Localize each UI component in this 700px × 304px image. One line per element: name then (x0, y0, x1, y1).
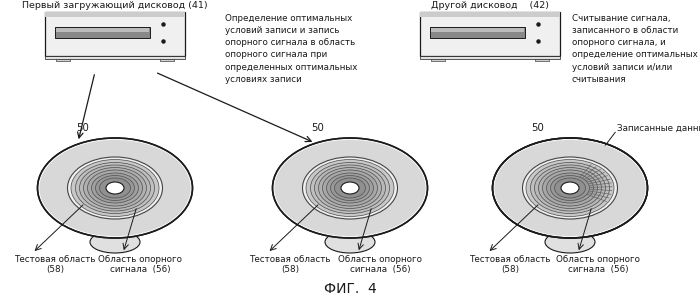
Text: Первый загружающий дисковод (41): Первый загружающий дисковод (41) (22, 1, 208, 10)
Bar (55, 27, 150, 38)
Bar (430, 27, 525, 38)
Text: Считывание сигнала,
записанного в области
опорного сигнала, и
определение оптима: Считывание сигнала, записанного в област… (572, 14, 698, 84)
Ellipse shape (83, 168, 146, 209)
Bar (56, 59, 70, 61)
Bar (45, 12, 185, 56)
Ellipse shape (561, 182, 579, 194)
Ellipse shape (67, 157, 162, 219)
Ellipse shape (545, 231, 595, 253)
Text: Тестовая область
(58): Тестовая область (58) (249, 255, 330, 275)
Text: Область опорного
сигнала  (56): Область опорного сигнала (56) (98, 255, 182, 275)
Ellipse shape (106, 182, 124, 194)
Ellipse shape (542, 170, 598, 206)
Ellipse shape (39, 140, 190, 236)
Bar (430, 28, 524, 32)
Bar (160, 59, 174, 61)
Bar (56, 28, 149, 32)
Ellipse shape (493, 138, 648, 238)
Ellipse shape (335, 178, 365, 198)
Bar (420, 12, 560, 17)
Ellipse shape (272, 138, 428, 238)
Ellipse shape (323, 170, 377, 206)
Ellipse shape (326, 173, 374, 203)
Ellipse shape (314, 165, 386, 211)
Ellipse shape (92, 173, 139, 203)
Ellipse shape (302, 157, 398, 219)
Bar (45, 12, 185, 17)
Text: Записанные данные: Записанные данные (617, 123, 700, 133)
Ellipse shape (330, 175, 370, 201)
Ellipse shape (531, 163, 610, 213)
Ellipse shape (535, 165, 606, 211)
Text: 50: 50 (76, 123, 90, 133)
Ellipse shape (538, 168, 601, 209)
Text: Область опорного
сигнала  (56): Область опорного сигнала (56) (556, 255, 640, 275)
Ellipse shape (306, 160, 394, 216)
Ellipse shape (311, 163, 389, 213)
Text: Определение оптимальных
условий записи и запись
опорного сигнала в область
опорн: Определение оптимальных условий записи и… (225, 14, 358, 84)
Ellipse shape (76, 163, 155, 213)
Bar (420, 56, 560, 59)
Ellipse shape (99, 178, 130, 198)
Ellipse shape (80, 165, 150, 211)
Text: 50: 50 (531, 123, 545, 133)
Text: Область опорного
сигнала  (56): Область опорного сигнала (56) (338, 255, 422, 275)
Bar (431, 59, 445, 61)
Ellipse shape (88, 170, 143, 206)
Ellipse shape (95, 175, 134, 201)
Ellipse shape (526, 160, 614, 216)
Ellipse shape (554, 178, 585, 198)
Ellipse shape (494, 140, 645, 236)
Text: Другой дисковод    (42): Другой дисковод (42) (431, 1, 549, 10)
Ellipse shape (325, 231, 375, 253)
Bar (45, 56, 185, 59)
Ellipse shape (341, 182, 359, 194)
Ellipse shape (90, 231, 140, 253)
Bar (420, 12, 560, 56)
Text: ФИГ.  4: ФИГ. 4 (323, 282, 377, 296)
Ellipse shape (71, 160, 159, 216)
Ellipse shape (38, 138, 192, 238)
Ellipse shape (274, 140, 426, 236)
Ellipse shape (318, 168, 382, 209)
Ellipse shape (550, 175, 589, 201)
Ellipse shape (522, 157, 617, 219)
Text: Тестовая область
(58): Тестовая область (58) (14, 255, 96, 275)
Ellipse shape (547, 173, 594, 203)
Text: 50: 50 (312, 123, 324, 133)
Text: Тестовая область
(58): Тестовая область (58) (469, 255, 551, 275)
Bar (535, 59, 549, 61)
